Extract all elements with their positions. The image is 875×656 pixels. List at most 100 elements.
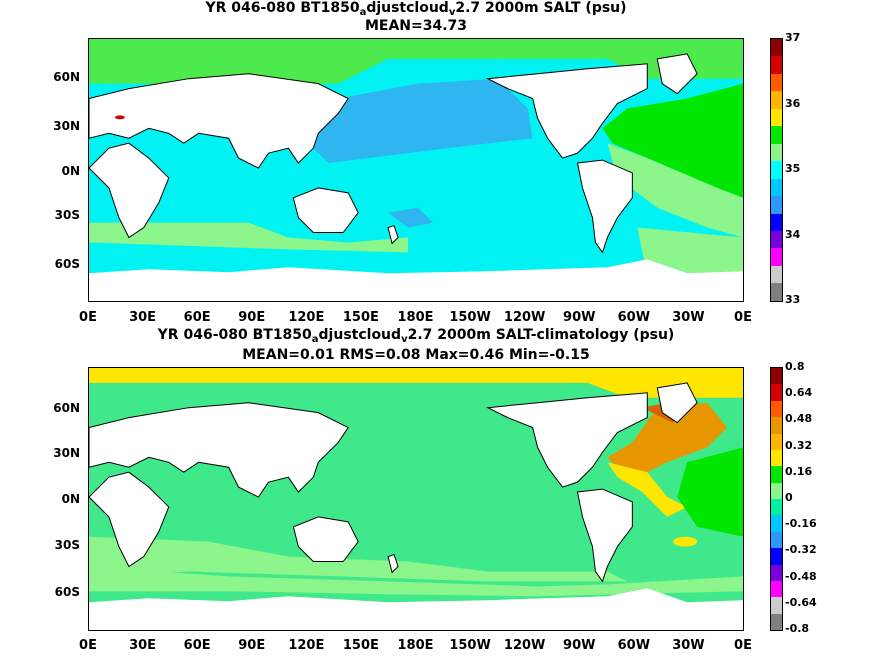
colorbar-swatch [771, 196, 782, 214]
colorbar-swatch [771, 433, 782, 450]
colorbar-swatch [771, 384, 782, 401]
colorbar-swatch [771, 499, 782, 516]
colorbar-swatch [771, 161, 782, 179]
colorbar-label: -0.48 [785, 569, 817, 583]
lon-label: 0E [79, 638, 97, 653]
colorbar-swatch [771, 91, 782, 109]
colorbar-label: -0.64 [785, 595, 817, 609]
lon-label: 0E [734, 310, 752, 325]
map2-title-part: 2.7 2000m SALT-climatology (psu) [407, 327, 675, 343]
colorbar-swatch [771, 283, 782, 301]
lat-label: 60N [53, 401, 80, 415]
colorbar-label: 37 [785, 31, 801, 44]
colorbar-swatch [771, 368, 782, 385]
colorbar-label: 35 [785, 162, 801, 175]
map2-svg [89, 368, 743, 630]
lon-label: 60W [617, 310, 651, 325]
lon-label: 180E [397, 638, 434, 653]
lon-label: 90W [563, 310, 596, 325]
colorbar-label: 36 [785, 96, 801, 110]
map1-title-sub: v [448, 7, 456, 18]
lon-label: 60E [183, 638, 211, 653]
map2-plot [88, 367, 744, 631]
map2-title-sub: v [401, 334, 408, 345]
lon-label: 0E [734, 638, 752, 653]
lon-label: 30W [672, 310, 705, 325]
lon-label: 30E [129, 638, 157, 653]
colorbar-swatch [771, 265, 782, 284]
lon-label: 90E [238, 638, 266, 653]
colorbar-swatch [771, 564, 782, 581]
colorbar-label: 34 [785, 227, 801, 241]
map1-title-part: djustcloud [366, 0, 449, 16]
lon-label: 30W [672, 638, 705, 653]
colorbar-swatch [771, 515, 782, 532]
lat-label: 60S [54, 257, 80, 271]
colorbar-label: -0.32 [785, 543, 817, 557]
lat-label: 60N [53, 70, 80, 84]
colorbar-swatch [771, 126, 782, 144]
lon-label: 60W [617, 638, 651, 653]
colorbar-swatch [771, 482, 782, 499]
colorbar-swatch [771, 597, 782, 614]
map2-title: YR 046-080 BT1850adjustcloudv2.7 2000m S… [0, 327, 832, 345]
lon-label: 120W [503, 638, 546, 653]
colorbar-swatch [771, 108, 782, 127]
colorbar-label: -0.8 [785, 622, 810, 635]
colorbar-swatch [771, 143, 782, 162]
colorbar-label: 0.32 [785, 438, 813, 452]
colorbar-swatch [771, 230, 782, 249]
colorbar-swatch [771, 56, 782, 74]
colorbar-swatch [771, 39, 782, 57]
lon-label: 120W [503, 310, 546, 325]
lon-label: 180E [397, 310, 434, 325]
colorbar-swatch [771, 548, 782, 565]
colorbar-label: 0.64 [785, 386, 813, 400]
lat-label: 30N [53, 119, 80, 133]
lon-label: 90E [238, 310, 266, 325]
map1-plot [88, 38, 744, 302]
lon-label: 150W [449, 638, 491, 653]
map2-stats: MEAN=0.01 RMS=0.08 Max=0.46 Min=-0.15 [242, 347, 590, 363]
lon-label: 0E [79, 310, 97, 325]
colorbar-label: -0.16 [785, 517, 817, 531]
map2-title-part: YR 046-080 BT1850 [157, 327, 312, 343]
map2-colorbar [770, 367, 783, 631]
map1-title-sub: a [359, 7, 367, 18]
colorbar-swatch [771, 580, 782, 598]
lon-label: 150E [342, 638, 379, 653]
lat-label: 30S [54, 208, 80, 222]
lat-label: 30S [54, 538, 80, 552]
map1-title-part: 2.7 2000m SALT (psu) [455, 0, 627, 16]
lat-label: 0N [61, 164, 80, 178]
colorbar-swatch [771, 213, 782, 231]
map2-title-part: djustcloud [318, 327, 402, 343]
map1-title-part: YR 046-080 BT1850 [205, 0, 360, 16]
lon-label: 150E [342, 310, 379, 325]
colorbar-swatch [771, 400, 782, 418]
colorbar-swatch [771, 466, 782, 483]
lon-label: 60E [183, 310, 211, 325]
map1-title: YR 046-080 BT1850adjustcloudv2.7 2000m S… [0, 0, 832, 18]
lon-label: 30E [129, 310, 157, 325]
lon-label: 150W [449, 310, 491, 325]
colorbar-swatch [771, 417, 782, 434]
lat-label: 0N [61, 492, 80, 506]
colorbar-label: 0.8 [785, 360, 805, 373]
map1-svg [89, 39, 743, 301]
colorbar-swatch [771, 613, 782, 630]
colorbar-label: 0.16 [785, 464, 813, 478]
lat-label: 30N [53, 446, 80, 460]
colorbar-label: 0.48 [785, 412, 813, 426]
map1-colorbar [770, 38, 783, 302]
colorbar-swatch [771, 531, 782, 549]
colorbar-swatch [771, 449, 782, 467]
colorbar-label: 0 [785, 491, 793, 504]
lon-label: 120E [288, 638, 325, 653]
colorbar-swatch [771, 178, 782, 197]
map1-stats: MEAN=34.73 [364, 18, 468, 34]
lat-label: 60S [54, 585, 80, 599]
colorbar-swatch [771, 73, 782, 92]
lon-label: 120E [288, 310, 325, 325]
colorbar-label: 33 [785, 293, 801, 306]
